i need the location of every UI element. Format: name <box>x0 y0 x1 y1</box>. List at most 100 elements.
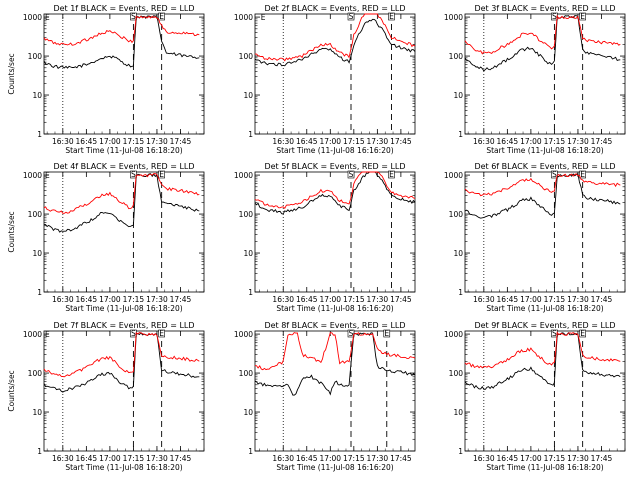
x-tick-label: 17:00 <box>520 137 542 146</box>
plot-frame <box>43 171 205 293</box>
chart-title: Det 7f BLACK = Events, RED = LLD <box>53 321 194 330</box>
x-tick-label: 17:45 <box>170 454 192 463</box>
x-tick-label: 16:45 <box>497 454 519 463</box>
event-marker-label: S <box>552 12 557 21</box>
x-tick-label: 17:00 <box>319 137 341 146</box>
x-tick-label: 17:45 <box>170 295 192 304</box>
series-line-lld <box>254 332 416 371</box>
y-tick-label: 100 <box>28 52 43 61</box>
x-axis-label: Start Time (11-Jul-08 16:16:20) <box>276 304 393 313</box>
y-tick-label: 10 <box>243 408 253 417</box>
panel-det-3f: Det 3f BLACK = Events, RED = LLD 1 10 100 10… <box>444 4 626 155</box>
plot-frame <box>254 13 416 135</box>
y-tick-label: 10 <box>32 249 42 258</box>
panel-det-1f: Det 1f BLACK = Events, RED = LLD 1 10 100 10… <box>7 4 205 155</box>
event-marker-label: S <box>131 170 136 179</box>
y-tick-label: 10 <box>453 408 463 417</box>
x-tick-label: 17:15 <box>343 454 365 463</box>
x-tick-label: 16:45 <box>497 137 519 146</box>
series-line-lld <box>464 331 621 369</box>
event-marker-label: S <box>349 329 354 338</box>
event-marker-box <box>158 170 165 179</box>
y-tick-label: 10 <box>32 408 42 417</box>
x-tick-label: 17:30 <box>567 454 589 463</box>
y-tick-label: 10 <box>453 91 463 100</box>
series-line-lld <box>255 13 416 62</box>
y-tick-label: 100 <box>28 210 43 219</box>
event-marker-box <box>158 329 165 338</box>
x-tick-label: 16:30 <box>272 137 294 146</box>
event-marker-label: S <box>131 12 136 21</box>
x-axis-label: Start Time (11-Jul-08 16:18:20) <box>65 304 182 313</box>
x-tick-label: 17:00 <box>319 295 341 304</box>
panel-det-6f: Det 6f BLACK = Events, RED = LLD 1 10 100 10… <box>444 162 626 313</box>
y-tick-label: 1000 <box>23 13 42 22</box>
plot-frame <box>254 171 416 293</box>
event-marker-box <box>579 12 586 21</box>
x-tick-label: 17:30 <box>567 137 589 146</box>
event-marker-label: S <box>349 170 354 179</box>
series-line-events <box>254 171 416 215</box>
y-tick-label: 1000 <box>23 330 42 339</box>
event-marker-label: S <box>131 329 136 338</box>
x-tick-label: 17:30 <box>146 295 168 304</box>
y-axis-label: Counts/sec <box>7 211 16 252</box>
chart-title: Det 4f BLACK = Events, RED = LLD <box>53 162 194 171</box>
x-tick-label: 16:30 <box>272 295 294 304</box>
event-marker-box <box>347 12 355 21</box>
x-tick-label: 16:45 <box>296 295 318 304</box>
series-line-lld <box>43 331 200 378</box>
x-tick-label: 17:15 <box>544 137 566 146</box>
y-tick-label: 1 <box>248 130 253 139</box>
x-tick-label: 17:15 <box>544 295 566 304</box>
event-marker-label: E <box>580 329 585 338</box>
y-tick-label: 100 <box>239 369 254 378</box>
event-marker-box <box>551 170 558 179</box>
event-marker-label: E <box>384 329 389 338</box>
x-axis-label: Start Time (11-Jul-08 16:18:20) <box>486 146 603 155</box>
x-tick-label: 17:30 <box>367 137 389 146</box>
x-tick-label: 16:30 <box>52 137 74 146</box>
y-tick-label: 1 <box>37 130 42 139</box>
event-marker-box <box>383 329 391 338</box>
series-line-events <box>43 15 200 69</box>
event-marker-label: E <box>159 329 164 338</box>
y-tick-label: 1000 <box>234 13 253 22</box>
y-tick-label: 1000 <box>23 171 42 180</box>
y-axis-label: Counts/sec <box>7 370 16 411</box>
x-tick-label: 16:30 <box>272 454 294 463</box>
x-tick-label: 17:30 <box>146 137 168 146</box>
x-tick-label: 16:45 <box>76 295 98 304</box>
x-tick-label: 16:30 <box>473 137 495 146</box>
plot-frame <box>464 330 626 452</box>
y-tick-label: 1 <box>458 447 463 456</box>
y-tick-label: 1 <box>248 288 253 297</box>
chart-title: Det 8f BLACK = Events, RED = LLD <box>264 321 405 330</box>
event-marker-label: S <box>349 12 354 21</box>
y-tick-label: 10 <box>32 91 42 100</box>
y-tick-label: 10 <box>243 249 253 258</box>
series-line-events <box>254 18 416 67</box>
y-tick-label: 1000 <box>234 330 253 339</box>
event-marker-box <box>130 170 137 179</box>
x-tick-label: 17:45 <box>170 137 192 146</box>
x-tick-label: 16:45 <box>76 454 98 463</box>
series-line-events <box>254 332 416 396</box>
x-tick-label: 16:45 <box>296 137 318 146</box>
start-marker-label: E <box>45 171 50 180</box>
start-marker-label: E <box>45 13 50 22</box>
x-axis-label: Start Time (11-Jul-08 16:18:20) <box>65 463 182 472</box>
x-tick-label: 16:45 <box>296 454 318 463</box>
event-marker-box <box>388 170 395 179</box>
plot-frame <box>43 13 205 135</box>
y-tick-label: 1000 <box>444 330 463 339</box>
x-axis-label: Start Time (11-Jul-08 16:18:20) <box>486 463 603 472</box>
event-marker-label: E <box>580 12 585 21</box>
chart-title: Det 9f BLACK = Events, RED = LLD <box>474 321 615 330</box>
start-marker-label: E <box>45 330 50 339</box>
series-line-events <box>44 173 200 233</box>
series-line-events <box>464 172 621 219</box>
panel-det-5f: Det 5f BLACK = Events, RED = LLD 1 10 100 10… <box>234 162 416 313</box>
event-marker-label: E <box>389 170 394 179</box>
